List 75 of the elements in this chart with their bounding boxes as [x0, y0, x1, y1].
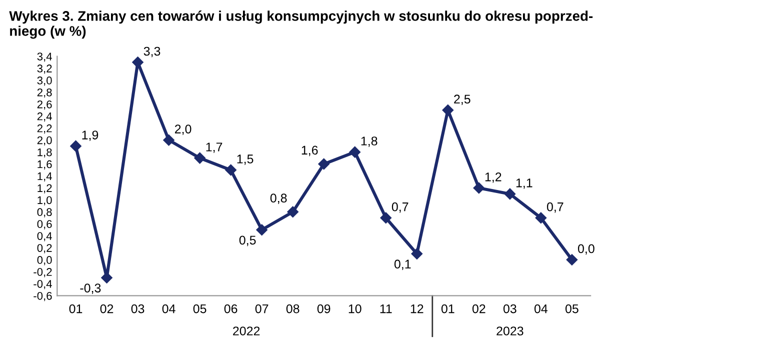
point — [225, 164, 236, 176]
y-tick-label: -0,6 — [34, 292, 52, 302]
x-tick-label: 09 — [317, 304, 330, 314]
x-tick-label: 07 — [255, 304, 268, 314]
data-label: 1,2 — [485, 172, 502, 183]
x-tick-label: 05 — [193, 304, 206, 314]
y-tick-label: -0,2 — [34, 268, 52, 278]
y-tick-label: 2,4 — [37, 112, 52, 122]
y-tick-label: 0,8 — [37, 208, 52, 218]
y-tick-label: 1,8 — [38, 148, 52, 158]
x-tick-label: 04 — [534, 304, 548, 314]
y-tick-label: 0,0 — [37, 256, 52, 266]
y-tick-label: 0,2 — [37, 244, 52, 254]
y-tick-label: 2,2 — [37, 124, 52, 134]
point — [287, 206, 298, 218]
y-tick-label: 3,0 — [37, 76, 52, 86]
chart-title: Wykres 3. Zmiany cen towarów i usług konsumpcyjnych w stosunku do okresu poprzed- niego (w %) — [9, 10, 593, 39]
data-label: 1,6 — [302, 146, 318, 156]
data-label: 0,0 — [578, 244, 594, 255]
y-tick-label: 1,2 — [38, 184, 52, 194]
data-label: 1,9 — [82, 130, 98, 141]
point — [504, 188, 516, 200]
x-tick-label: 02 — [472, 304, 486, 314]
point — [194, 152, 206, 164]
point — [318, 158, 330, 170]
data-label: 0,7 — [392, 202, 408, 213]
text: 2022 — [233, 326, 260, 336]
y-tick-label: 2,0 — [37, 136, 52, 146]
data-label: 0,7 — [546, 202, 564, 213]
data-label: 1,1 — [516, 178, 532, 189]
x-tick-label: 10 — [348, 304, 362, 314]
data-label: 1,5 — [237, 154, 254, 165]
point — [349, 146, 360, 158]
data-label: 0,1 — [394, 260, 411, 270]
data-label: 0,5 — [239, 236, 256, 246]
point — [566, 254, 578, 266]
data-label: 0,8 — [270, 194, 287, 204]
point — [70, 140, 82, 152]
y-tick-label: 1,0 — [38, 196, 52, 206]
y-tick-label: 2,8 — [37, 88, 52, 98]
x-tick-label: 03 — [503, 304, 516, 314]
x-tick-label: 06 — [224, 304, 238, 314]
point — [380, 212, 392, 224]
x-tick-label: 11 — [380, 304, 392, 314]
point — [256, 224, 268, 236]
x-tick-label: 01 — [69, 304, 82, 314]
x-tick-label: 03 — [131, 304, 144, 314]
data-label: 1,8 — [361, 136, 378, 147]
y-tick-label: -0,4 — [34, 280, 52, 290]
point — [132, 56, 144, 68]
x-tick-label: 12 — [410, 304, 424, 314]
x-tick-label: 01 — [441, 304, 454, 314]
point — [473, 182, 485, 194]
point — [101, 272, 112, 284]
x-tick-label: 04 — [162, 304, 176, 314]
data-label: 1,7 — [206, 142, 222, 153]
y-tick-label: 2,6 — [37, 100, 52, 110]
point — [411, 248, 422, 260]
y-tick-label: 3,4 — [37, 52, 52, 62]
y-tick-label: 1,6 — [38, 160, 52, 170]
y-tick-label: 3,2 — [37, 64, 52, 74]
data-label: 2,5 — [454, 94, 470, 106]
point — [535, 212, 547, 224]
data-label: 2,0 — [174, 124, 192, 135]
x-tick-label: 05 — [565, 304, 578, 314]
data-label: 3,3 — [144, 46, 160, 58]
point — [163, 134, 174, 146]
y-tick-label: 0,6 — [37, 220, 52, 230]
x-tick-label: 08 — [286, 304, 300, 314]
y-tick-label: 0,4 — [37, 232, 52, 242]
x-tick-label: 02 — [100, 304, 114, 314]
point — [442, 104, 454, 116]
y-tick-label: 1,4 — [38, 172, 52, 182]
data-label: -0,3 — [80, 284, 101, 294]
text: 2023 — [496, 326, 524, 336]
